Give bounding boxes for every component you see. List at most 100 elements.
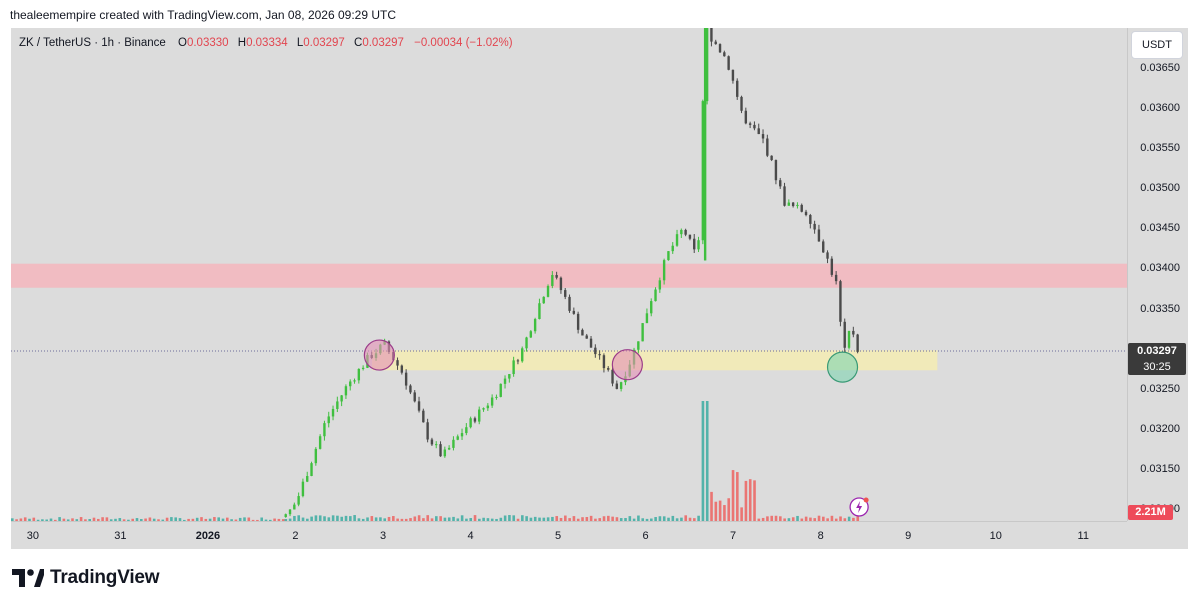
chart-panel[interactable]: ZK / TetherUS · 1h · Binance O0.03330 H0… xyxy=(11,28,1188,549)
candle-body xyxy=(555,275,558,278)
volume-bar xyxy=(753,480,756,521)
volume-bar xyxy=(435,516,438,521)
price-tick: 0.03400 xyxy=(1140,262,1180,275)
volume-bar xyxy=(79,517,83,521)
candle-body xyxy=(314,448,318,464)
candle-body xyxy=(774,160,778,181)
candle-body xyxy=(521,348,524,362)
volume-bar xyxy=(135,518,139,521)
volume-bar xyxy=(718,500,722,521)
time-tick: 6 xyxy=(642,530,649,542)
candle-body xyxy=(714,41,717,45)
candle-body xyxy=(572,310,576,314)
price-tick: 0.03500 xyxy=(1140,182,1180,195)
volume-bar xyxy=(551,516,554,521)
price-chart[interactable] xyxy=(11,28,1127,521)
volume-bar xyxy=(705,401,709,521)
volume-bar xyxy=(576,518,580,521)
candle-body xyxy=(727,56,730,70)
volume-bar xyxy=(766,516,769,521)
candle-body xyxy=(357,368,361,381)
time-tick: 31 xyxy=(114,530,127,542)
candle-body xyxy=(615,383,619,389)
price-tick: 0.03550 xyxy=(1140,142,1180,155)
close-value: 0.03297 xyxy=(362,37,404,49)
volume-bar xyxy=(97,518,100,521)
volume-bar xyxy=(478,518,481,521)
volume-bar xyxy=(559,517,563,521)
candle-body xyxy=(469,418,472,428)
volume-bar xyxy=(658,516,662,521)
volume-bar xyxy=(213,517,216,521)
candle-body xyxy=(598,354,601,356)
candle-body xyxy=(327,416,330,424)
last-price-value: 0.03297 xyxy=(1137,345,1177,358)
price-tick: 0.03200 xyxy=(1140,422,1180,435)
volume-bar xyxy=(264,519,268,521)
time-tick: 11 xyxy=(1077,530,1089,542)
candle-body xyxy=(602,355,606,369)
volume-bar xyxy=(127,519,130,521)
time-tick: 7 xyxy=(730,530,737,542)
markers-layer xyxy=(363,339,859,383)
volume-bar xyxy=(564,515,567,521)
candle-body xyxy=(611,369,614,384)
candle-body xyxy=(740,96,743,111)
volume-bar xyxy=(251,519,255,521)
volume-bar xyxy=(379,517,382,521)
candle-body xyxy=(443,449,447,457)
currency-button[interactable]: USDT xyxy=(1131,31,1183,59)
volume-bar xyxy=(843,518,847,521)
volume-bar xyxy=(525,516,528,521)
tradingview-brand: TradingView xyxy=(12,567,160,589)
volume-bar xyxy=(761,517,765,521)
volume-bar xyxy=(140,519,143,521)
candle-body xyxy=(559,277,563,291)
price-axis[interactable]: USDT 0.03650 0.03600 0.03550 0.03500 0.03450… xyxy=(1127,28,1189,521)
plot-area[interactable]: ZK / TetherUS · 1h · Binance O0.03330 H0… xyxy=(11,28,1127,521)
volume-bar xyxy=(131,518,134,521)
candle-body xyxy=(675,234,679,246)
volume-bar xyxy=(387,516,391,521)
volume-bar xyxy=(383,518,387,521)
volume-bar xyxy=(727,498,731,521)
candle-body xyxy=(718,44,722,53)
volume-bar xyxy=(714,501,718,521)
volume-bar xyxy=(374,517,378,521)
candle-body xyxy=(744,110,748,124)
volume-bar xyxy=(293,515,296,521)
candle-body xyxy=(839,281,842,322)
volume-bar xyxy=(273,518,276,521)
candle-body xyxy=(310,463,313,477)
volume-bar xyxy=(327,517,331,521)
volume-bar xyxy=(32,517,36,521)
candle-body xyxy=(400,365,404,373)
price-tick: 0.03650 xyxy=(1140,62,1180,75)
volume-bar xyxy=(422,518,425,521)
volume-bar xyxy=(114,518,117,521)
volume-bar xyxy=(594,518,597,521)
candle-body xyxy=(482,408,485,410)
volume-bar xyxy=(538,517,541,521)
candle-body xyxy=(693,238,696,250)
candle-body xyxy=(688,234,692,239)
volume-bar xyxy=(161,519,165,521)
candle-body xyxy=(671,245,674,252)
volume-bar xyxy=(256,519,259,521)
volume-bar xyxy=(839,516,842,521)
open-label: O xyxy=(178,37,187,49)
candle-body xyxy=(495,396,498,398)
symbol-name[interactable]: ZK / TetherUS · 1h · Binance xyxy=(19,37,166,49)
time-axis[interactable]: 30 31 2026 2 3 4 5 6 7 8 9 10 11 xyxy=(11,521,1127,550)
volume-bar xyxy=(230,519,233,521)
volume-bar xyxy=(499,517,503,521)
close-label: C xyxy=(354,37,363,49)
flash-icon-layer xyxy=(849,497,869,517)
volume-bar xyxy=(340,516,344,521)
candle-body xyxy=(361,367,365,369)
candle-body xyxy=(349,381,352,387)
candle-body xyxy=(748,123,752,125)
volume-bar xyxy=(607,515,610,521)
open-value: 0.03330 xyxy=(186,37,229,49)
volume-bar xyxy=(217,517,220,521)
